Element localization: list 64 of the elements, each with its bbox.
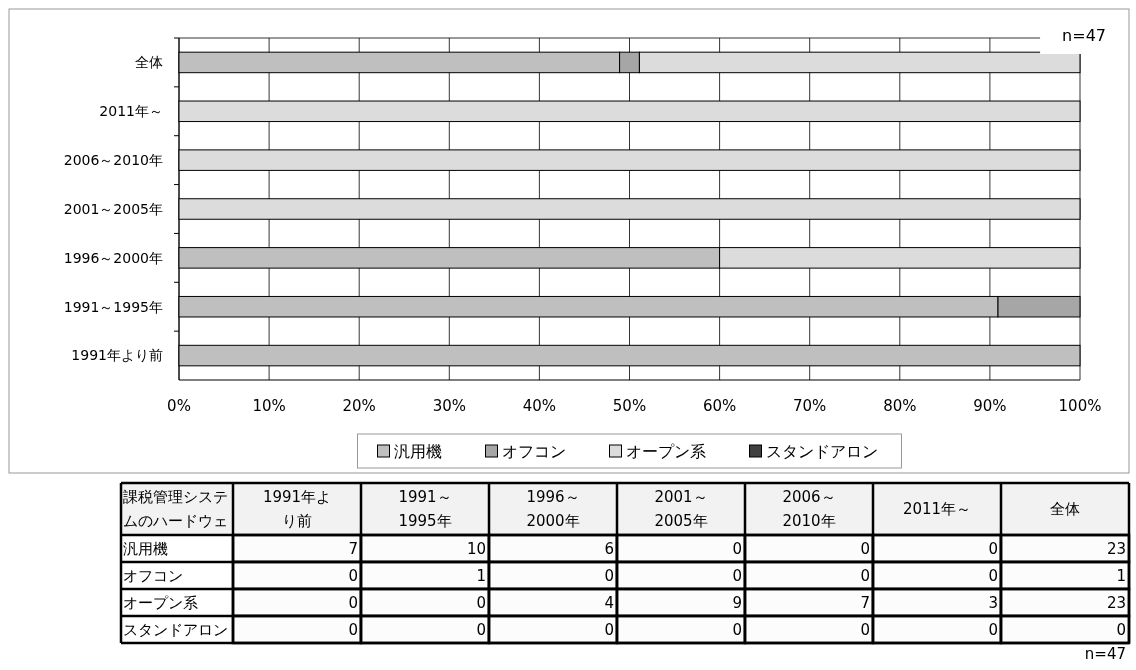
data-label: 0: [860, 620, 870, 639]
legend-label: スタンドアロン: [765, 441, 878, 461]
data-label: 0: [348, 566, 358, 585]
data-label: 23: [1106, 539, 1126, 558]
x-tick-label: 80%: [883, 397, 917, 415]
x-tick-label: 2011年～: [902, 500, 972, 519]
y-tick-label: オフコン: [123, 566, 183, 585]
x-tick-label: 20%: [342, 397, 376, 415]
x-tick-label: 2001～2005年: [654, 488, 708, 531]
annotation: n=47: [1062, 26, 1106, 45]
x-tick-label: 90%: [973, 397, 1007, 415]
legend-label: オフコン: [501, 441, 566, 461]
y-axis-title: 課税管理システムのハードウェ: [123, 488, 228, 531]
y-tick-label: オープン系: [123, 593, 198, 612]
data-label: 0: [860, 539, 870, 558]
y-tick-label: 全体: [135, 54, 163, 71]
x-tick-label: 全体: [1050, 500, 1080, 519]
x-tick-label: 40%: [522, 397, 557, 415]
y-tick-label: 2011年～: [99, 103, 163, 120]
text: n=47: [1084, 645, 1126, 663]
data-label: 0: [348, 620, 358, 639]
data-label: 0: [476, 593, 486, 612]
data-label: 4: [604, 593, 614, 612]
data-label: 23: [1106, 593, 1126, 612]
y-tick-label: 2001～2005年: [63, 200, 163, 217]
data-label: 0: [988, 566, 998, 585]
x-tick-label: 100%: [1058, 397, 1102, 415]
x-tick-label: 70%: [793, 397, 827, 415]
x-tick-label: 0%: [167, 397, 191, 415]
x-tick-label: 10%: [252, 397, 286, 415]
data-label: 0: [988, 620, 998, 639]
y-tick-label: 2006～2010年: [63, 152, 163, 169]
data-label: 0: [604, 566, 614, 585]
x-tick-label: 1996～2000年: [526, 488, 580, 531]
y-tick-label: 1991～1995年: [63, 298, 163, 315]
data-label: 0: [732, 566, 742, 585]
legend-label: 汎用機: [393, 441, 442, 461]
data-label: 0: [988, 539, 998, 558]
x-tick-label: 1991年より前: [262, 488, 332, 531]
data-label: 7: [348, 539, 358, 558]
y-tick-label: スタンドアロン: [123, 620, 228, 639]
x-tick-label: 60%: [702, 397, 737, 415]
data-label: 0: [732, 539, 742, 558]
data-label: 0: [860, 566, 870, 585]
x-tick-label: 30%: [432, 397, 466, 415]
data-label: 10: [466, 539, 486, 558]
y-tick-label: 1996～2000年: [63, 249, 163, 266]
y-tick-label: 1991年より前: [71, 347, 163, 364]
y-tick-label: 汎用機: [123, 539, 168, 558]
data-label: 0: [348, 593, 358, 612]
data-label: 0: [732, 620, 742, 639]
x-tick-label: 1991～1995年: [398, 488, 452, 531]
data-label: 3: [988, 593, 998, 612]
data-label: 1: [476, 566, 486, 585]
data-label: 9: [732, 593, 742, 612]
data-label: 0: [476, 620, 486, 639]
x-tick-label: 50%: [612, 397, 647, 415]
data-label: 0: [604, 620, 614, 639]
legend-label: オープン系: [625, 441, 706, 461]
data-label: 7: [860, 593, 870, 612]
data-label: 0: [1116, 620, 1126, 639]
data-label: 1: [1116, 566, 1126, 585]
data-label: 6: [604, 539, 614, 558]
x-tick-label: 2006～2010年: [782, 488, 836, 531]
